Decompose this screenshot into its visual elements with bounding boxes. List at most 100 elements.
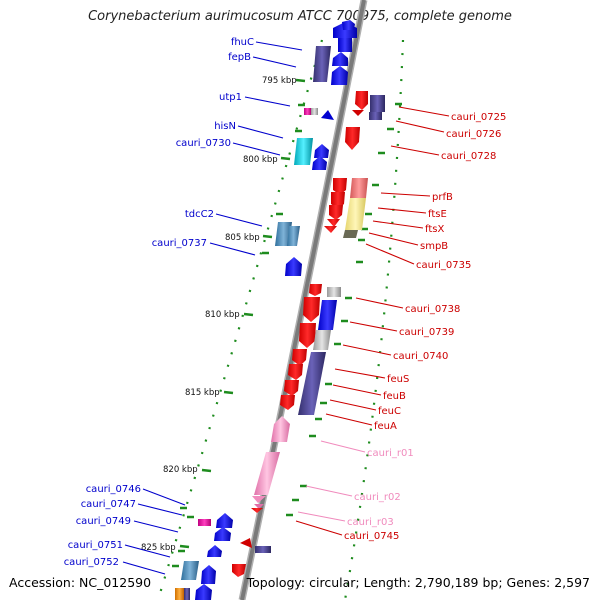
gene-block-utp1-2[interactable] (311, 108, 318, 115)
label-hisN[interactable]: hisN (214, 121, 236, 132)
gene-arrow-feuC[interactable] (284, 380, 299, 396)
gene-arrow-cauri_0752[interactable] (201, 565, 216, 584)
label-smpB[interactable]: smpB (420, 241, 448, 252)
label-cauri_r03[interactable]: cauri_r03 (347, 517, 394, 528)
gene-arrow-cauri_0726-c[interactable] (352, 110, 364, 116)
gene-arrow-feuB[interactable] (288, 364, 303, 380)
label-cauri_0751[interactable]: cauri_0751 (68, 540, 123, 551)
gene-arrow-red-lower[interactable] (240, 538, 252, 548)
gene-arrow-cauri_0725[interactable] (355, 91, 368, 110)
label-prfB[interactable]: prfB (432, 192, 453, 203)
topology-stats: Topology: circular; Length: 2,790,189 bp… (246, 575, 590, 590)
gene-arrow-ftsE[interactable] (331, 192, 345, 209)
gene-arrow-ftsE-2[interactable] (329, 205, 343, 220)
gene-block-cauri_0738[interactable] (327, 287, 341, 297)
label-feuB[interactable]: feuB (383, 391, 406, 402)
gene-block-cauri_0739[interactable] (318, 300, 337, 330)
gene-arrow-cauri_0737[interactable] (285, 257, 302, 276)
gene-arrow-ftsX-2[interactable] (324, 226, 337, 233)
kbp-label-810: 810 kbp (205, 310, 240, 320)
label-cauri_0738[interactable]: cauri_0738 (405, 304, 460, 315)
kbp-tick (179, 544, 190, 549)
kbp-tick (223, 390, 234, 395)
label-cauri_0726[interactable]: cauri_0726 (446, 129, 501, 140)
gene-block-tdcC2-2[interactable] (287, 226, 300, 246)
label-feuC[interactable]: feuC (378, 406, 401, 417)
gene-block-cauri_0751[interactable] (181, 561, 199, 580)
gene-arrow-bottom-1[interactable] (195, 584, 212, 600)
label-fepB[interactable]: fepB (228, 52, 251, 63)
gene-arrow-hisN[interactable] (314, 144, 329, 158)
kbp-scale: 795 kbp 800 kbp 805 kbp 810 kbp 815 kbp … (141, 76, 306, 553)
gene-arrow-cauri_0739[interactable] (303, 297, 320, 322)
gene-arrow-cauri_0751[interactable] (207, 545, 222, 557)
gene-block-smpB[interactable] (343, 230, 358, 238)
gene-arrow-red-bottom[interactable] (232, 564, 246, 577)
gene-arrow-fhuC-2[interactable] (338, 38, 352, 52)
gene-block-ftsE[interactable] (345, 198, 366, 230)
gene-block-prfB[interactable] (350, 178, 368, 198)
label-feuS[interactable]: feuS (387, 374, 409, 385)
gene-block-fepB[interactable] (313, 46, 331, 82)
rna-arrow-cauri_r03[interactable] (254, 504, 264, 509)
right-leaders (295, 106, 450, 536)
right-labels: cauri_0725 cauri_0726 cauri_0728 prfB ft… (344, 112, 506, 542)
label-cauri_r01[interactable]: cauri_r01 (367, 448, 414, 459)
gene-arrow-ftsX[interactable] (327, 219, 340, 227)
kbp-label-820: 820 kbp (163, 465, 198, 475)
gene-arrow-cauri_0747[interactable] (216, 513, 233, 528)
label-cauri_0730[interactable]: cauri_0730 (176, 138, 231, 149)
gene-arrow-cauri_0738[interactable] (309, 284, 322, 296)
label-cauri_0746[interactable]: cauri_0746 (86, 484, 141, 495)
rna-block-cauri_r02[interactable] (254, 452, 280, 495)
gene-block-bottom-orange[interactable] (175, 588, 184, 600)
gene-arrow-fepB[interactable] (332, 52, 348, 66)
gene-block-feuS[interactable] (298, 352, 326, 415)
kbp-tick (295, 78, 306, 83)
gene-arrow-cauri_0749[interactable] (214, 527, 231, 541)
gene-block-lower[interactable] (255, 546, 271, 553)
gene-arrow-feuS[interactable] (292, 349, 307, 366)
label-cauri_0737[interactable]: cauri_0737 (152, 238, 207, 249)
gene-arrow-cauri_0745[interactable] (251, 508, 263, 513)
label-cauri_0725[interactable]: cauri_0725 (451, 112, 506, 123)
map-title: Corynebacterium aurimucosum ATCC 700975,… (88, 9, 512, 24)
label-cauri_0739[interactable]: cauri_0739 (399, 327, 454, 338)
rna-arrow-cauri_r01[interactable] (271, 416, 290, 442)
left-leaders (122, 41, 303, 575)
label-feuA[interactable]: feuA (374, 421, 397, 432)
label-cauri_0735[interactable]: cauri_0735 (416, 260, 471, 271)
label-utp1[interactable]: utp1 (219, 92, 242, 103)
label-cauri_0752[interactable]: cauri_0752 (64, 557, 119, 568)
label-fhuC[interactable]: fhuC (231, 37, 254, 48)
gene-block-bottom-navy[interactable] (184, 588, 190, 600)
gene-arrow-cauri_0728[interactable] (345, 127, 360, 150)
gene-arrow-feuA[interactable] (280, 395, 295, 410)
gene-block-utp1[interactable] (304, 108, 311, 115)
gene-block-cauri_0740[interactable] (313, 330, 331, 350)
gene-block-hisN[interactable] (294, 138, 313, 165)
gene-arrow-cauri_0730[interactable] (312, 156, 327, 170)
gene-block-cauri_0726[interactable] (370, 95, 385, 112)
gene-arrow-prfB[interactable] (333, 178, 347, 195)
label-cauri_0747[interactable]: cauri_0747 (81, 499, 136, 510)
gene-small-top[interactable] (342, 20, 355, 30)
label-cauri_0749[interactable]: cauri_0749 (76, 516, 131, 527)
gene-block-cauri_0726-b[interactable] (369, 112, 382, 120)
rna-arrow-cauri_r02[interactable] (252, 496, 266, 503)
gene-arrow-cauri_0740[interactable] (299, 323, 316, 348)
gene-arrow-utp1[interactable] (321, 110, 334, 120)
label-ftsX[interactable]: ftsX (425, 224, 444, 235)
label-cauri_r02[interactable]: cauri_r02 (354, 492, 401, 503)
kbp-label-825: 825 kbp (141, 543, 176, 553)
gene-block-cauri_0746[interactable] (198, 519, 211, 526)
label-tdcC2[interactable]: tdcC2 (185, 209, 214, 220)
label-cauri_0740[interactable]: cauri_0740 (393, 351, 448, 362)
outer-track-dots (343, 39, 405, 600)
gene-arrow-fepB-2[interactable] (331, 66, 348, 85)
rna-leaders (297, 440, 366, 522)
label-ftsE[interactable]: ftsE (428, 209, 447, 220)
label-cauri_0728[interactable]: cauri_0728 (441, 151, 496, 162)
label-cauri_0745[interactable]: cauri_0745 (344, 531, 399, 542)
